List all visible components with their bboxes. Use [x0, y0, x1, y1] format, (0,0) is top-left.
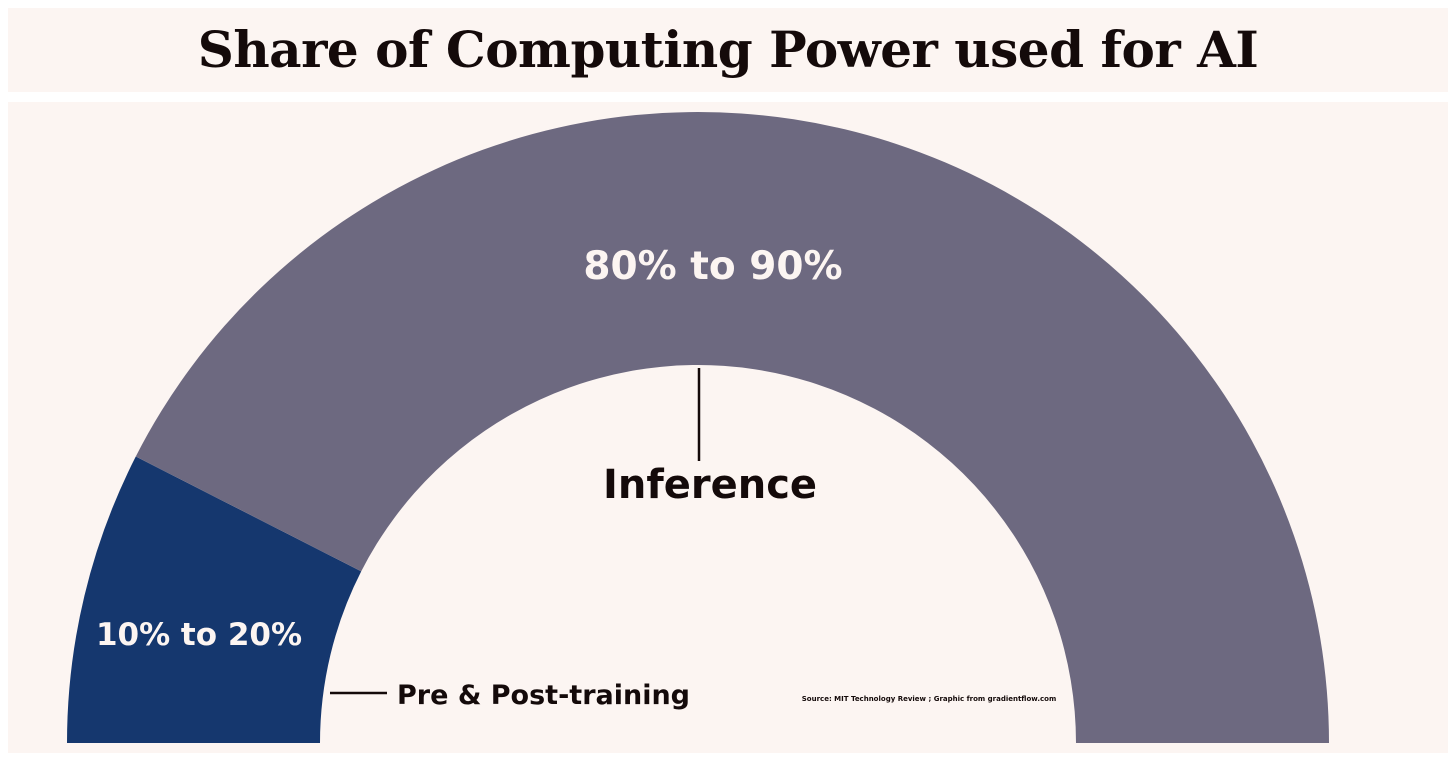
source-note: Source: MIT Technology Review ; Graphic … — [802, 695, 1056, 703]
chart-title: Share of Computing Power used for AI — [197, 20, 1259, 79]
category-label-inference: Inference — [603, 462, 817, 508]
slice-pre-post-training — [67, 456, 362, 743]
category-label-pre-post-training: Pre & Post-training — [397, 680, 690, 711]
title-band: Share of Computing Power used for AI — [8, 8, 1448, 92]
slice-value-label-inference: 80% to 90% — [583, 244, 842, 289]
slices-group — [67, 112, 1329, 743]
slice-inference — [135, 112, 1329, 743]
annotations-group: 10% to 20% 80% to 90% Inference Pre & Post-… — [96, 244, 1056, 711]
slice-value-label-pre-post-training: 10% to 20% — [96, 617, 302, 653]
